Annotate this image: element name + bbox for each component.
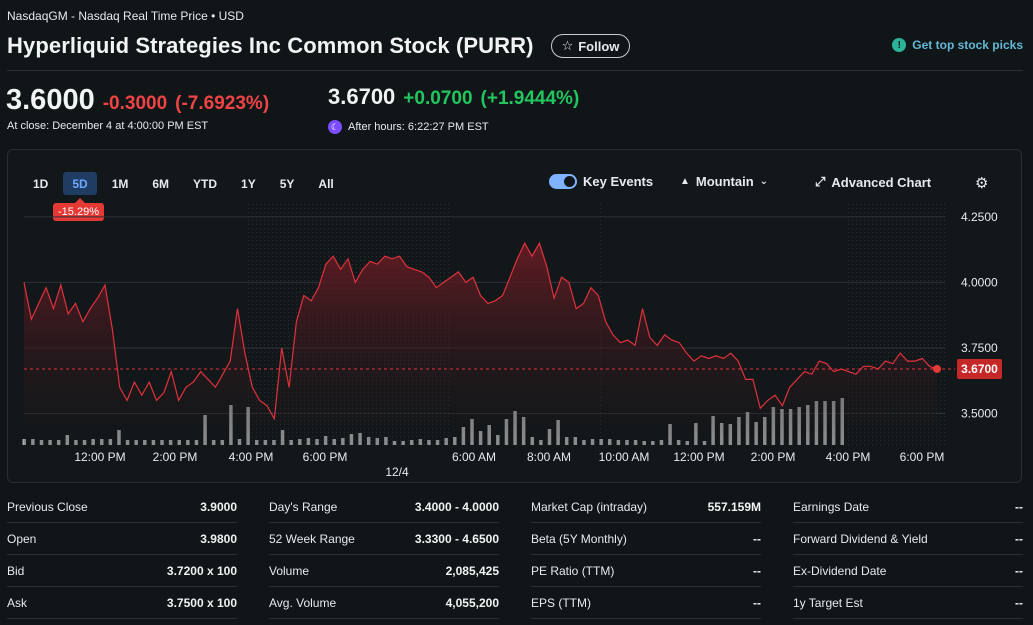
stat-value: --: [753, 531, 761, 546]
after-hours-note: After hours: 6:22:27 PM EST: [348, 121, 489, 133]
timeframe-6m[interactable]: 6M: [152, 176, 170, 191]
stat-row: Avg. Volume 4,055,200: [269, 587, 499, 619]
picks-icon: !: [892, 38, 907, 52]
stat-value: 3.4000 - 4.0000: [414, 499, 499, 514]
after-hours-change: +0.0700: [403, 88, 473, 109]
moon-icon: ☾: [328, 120, 342, 134]
timeframe-selector: 1D 5D 1M 6M YTD 1Y 5Y All: [24, 172, 343, 195]
mountain-icon: ▲: [680, 176, 690, 187]
timeframe-1d[interactable]: 1D: [33, 176, 49, 191]
stats-column: Market Cap (intraday) 557.159M Beta (5Y Mo…: [531, 491, 761, 619]
close-price: 3.6000: [6, 84, 95, 116]
stat-row: Beta (5Y Monthly) --: [531, 523, 761, 555]
chart-type-label: Mountain: [695, 174, 754, 189]
stat-row: Ask 3.7500 x 100: [7, 587, 237, 619]
stat-row: Forward Dividend & Yield --: [793, 523, 1023, 555]
stat-row: EPS (TTM) --: [531, 587, 761, 619]
page-title: Hyperliquid Strategies Inc Common Stock …: [7, 33, 534, 58]
after-hours-price-block: 3.6700 +0.0700 (+1.9444%): [328, 84, 579, 110]
close-note: At close: December 4 at 4:00:00 PM EST: [7, 120, 209, 132]
stat-label: Earnings Date: [793, 499, 870, 514]
stat-row: Ex-Dividend Date --: [793, 555, 1023, 587]
exchange-info: NasdaqGM - Nasdaq Real Time Price • USD: [7, 9, 244, 23]
stat-label: Open: [7, 531, 37, 546]
advanced-chart-button[interactable]: ⤢ Advanced Chart: [815, 174, 931, 190]
stat-label: Avg. Volume: [269, 595, 337, 610]
stat-row: Open 3.9800: [7, 523, 237, 555]
stat-row: 1y Target Est --: [793, 587, 1023, 619]
stat-value: 3.7500 x 100: [166, 595, 237, 610]
stats-column: Earnings Date -- Forward Dividend & Yield -…: [793, 491, 1023, 619]
stat-value: 3.7200 x 100: [166, 563, 237, 578]
stat-label: Bid: [7, 563, 25, 578]
stat-value: 3.9800: [200, 531, 237, 546]
stat-value: --: [1015, 595, 1023, 610]
stat-label: Market Cap (intraday): [531, 499, 648, 514]
close-change-pct: (-7.6923%): [175, 93, 270, 114]
star-icon: ☆: [561, 38, 574, 53]
after-hours-note-row: ☾ After hours: 6:22:27 PM EST: [328, 120, 489, 134]
gear-icon[interactable]: ⚙: [975, 175, 989, 192]
stat-value: --: [1015, 499, 1023, 514]
stat-value: --: [1015, 531, 1023, 546]
timeframe-5y[interactable]: 5Y: [279, 176, 295, 191]
stat-row: Market Cap (intraday) 557.159M: [531, 491, 761, 523]
stat-label: Beta (5Y Monthly): [531, 531, 627, 546]
timeframe-1m[interactable]: 1M: [111, 176, 129, 191]
stat-row: Previous Close 3.9000: [7, 491, 237, 523]
stat-label: EPS (TTM): [531, 595, 591, 610]
stat-row: Bid 3.7200 x 100: [7, 555, 237, 587]
timeframe-ytd[interactable]: YTD: [193, 176, 218, 191]
stat-value: --: [753, 595, 761, 610]
stat-value: --: [753, 563, 761, 578]
chart-card: [7, 149, 1022, 483]
follow-button[interactable]: ☆ Follow: [550, 34, 631, 58]
stats-column: Day's Range 3.4000 - 4.0000 52 Week Range 3…: [269, 491, 499, 619]
close-change: -0.3000: [102, 93, 168, 114]
stat-row: 52 Week Range 3.3300 - 4.6500: [269, 523, 499, 555]
stats-table: Previous Close 3.9000 Open 3.9800 Bid 3.7200 …: [7, 491, 1023, 621]
stat-label: Volume: [269, 563, 310, 578]
timeframe-5d[interactable]: 5D: [63, 172, 97, 195]
header-divider: [7, 70, 1023, 71]
chevron-down-icon: ⌄: [759, 176, 769, 187]
advanced-chart-label: Advanced Chart: [831, 174, 932, 190]
stat-value: 2,085,425: [445, 563, 499, 578]
stat-label: Ex-Dividend Date: [793, 563, 887, 578]
picks-label: Get top stock picks: [912, 38, 1023, 52]
stat-row: Volume 2,085,425: [269, 555, 499, 587]
timeframe-all[interactable]: All: [318, 176, 334, 191]
stat-label: Day's Range: [269, 499, 338, 514]
stat-value: 557.159M: [707, 499, 761, 514]
stat-row: Earnings Date --: [793, 491, 1023, 523]
performance-badge: -15.29%: [53, 198, 104, 221]
stat-row: Day's Range 3.4000 - 4.0000: [269, 491, 499, 523]
key-events-toggle[interactable]: Key Events: [549, 174, 653, 189]
after-hours-price: 3.6700: [328, 84, 396, 109]
stats-column: Previous Close 3.9000 Open 3.9800 Bid 3.7200 …: [7, 491, 237, 619]
close-price-block: 3.6000 -0.3000 (-7.6923%): [6, 84, 269, 117]
stat-label: 1y Target Est: [793, 595, 863, 610]
stat-value: 4,055,200: [445, 595, 499, 610]
stat-row: PE Ratio (TTM) --: [531, 555, 761, 587]
stat-label: Forward Dividend & Yield: [793, 531, 928, 546]
stat-label: PE Ratio (TTM): [531, 563, 615, 578]
timeframe-1y[interactable]: 1Y: [241, 176, 256, 191]
stat-label: 52 Week Range: [269, 531, 355, 546]
stat-label: Ask: [7, 595, 28, 610]
stat-value: --: [1015, 563, 1023, 578]
chart-type-dropdown[interactable]: ▲ Mountain ⌄: [680, 174, 768, 189]
title-row: Hyperliquid Strategies Inc Common Stock …: [7, 33, 631, 59]
follow-label: Follow: [578, 38, 620, 54]
stat-value: 3.3300 - 4.6500: [414, 531, 499, 546]
expand-icon: ⤢: [815, 174, 826, 189]
stat-label: Previous Close: [7, 499, 88, 514]
toggle-switch[interactable]: [549, 174, 577, 189]
top-stock-picks-link[interactable]: ! Get top stock picks: [892, 38, 1023, 52]
key-events-label: Key Events: [583, 174, 654, 189]
after-hours-change-pct: (+1.9444%): [480, 88, 580, 109]
stat-value: 3.9000: [200, 499, 237, 514]
